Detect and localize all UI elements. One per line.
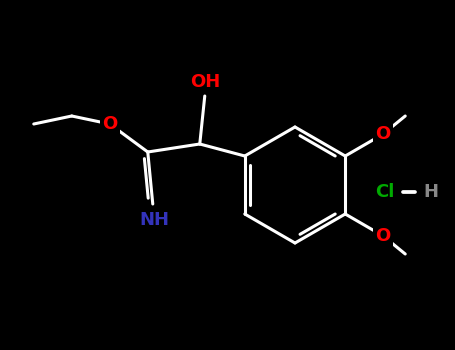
Text: O: O (102, 115, 117, 133)
Text: Cl: Cl (375, 183, 394, 201)
Text: OH: OH (190, 73, 220, 91)
Text: O: O (376, 227, 391, 245)
Text: O: O (376, 125, 391, 143)
Text: H: H (424, 183, 439, 201)
Text: NH: NH (140, 211, 170, 229)
